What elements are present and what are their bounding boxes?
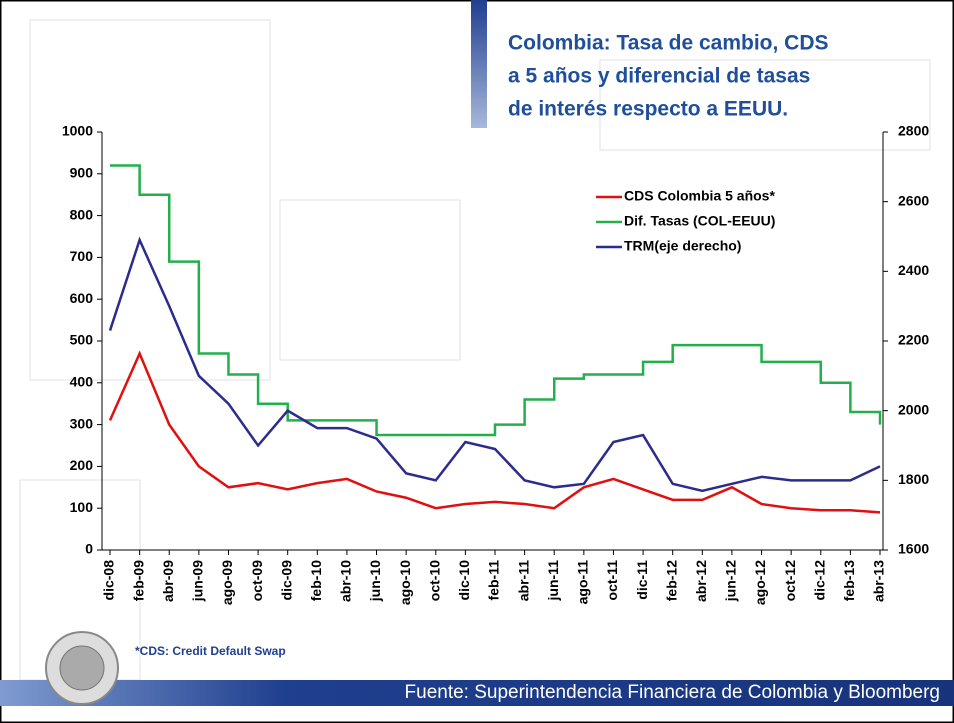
title-line: a 5 años y diferencial de tasas	[508, 65, 810, 88]
y-tick-label: 0	[85, 541, 93, 557]
y2-tick-label: 2600	[898, 192, 929, 208]
y-tick-label: 100	[70, 499, 94, 515]
x-tick-label: feb-09	[130, 560, 146, 601]
x-tick-label: jun-10	[367, 560, 383, 602]
logo-center	[59, 645, 105, 691]
x-tick-label: abr-09	[160, 560, 176, 602]
x-tick-label: abr-11	[515, 560, 531, 601]
x-tick-label: feb-12	[663, 560, 679, 601]
x-tick-label: oct-10	[426, 560, 442, 601]
x-tick-label: dic-09	[278, 560, 294, 601]
x-tick-label: feb-11	[486, 560, 502, 601]
y-tick-label: 600	[70, 290, 94, 306]
note: *CDS: Credit Default Swap	[135, 644, 286, 658]
x-tick-label: dic-10	[456, 560, 472, 601]
y2-tick-label: 1800	[898, 471, 929, 487]
x-tick-label: feb-13	[841, 560, 857, 601]
x-tick-label: feb-10	[308, 560, 324, 601]
x-tick-label: oct-09	[249, 560, 265, 601]
x-tick-label: ago-11	[575, 560, 591, 605]
title-line: Colombia: Tasa de cambio, CDS	[508, 32, 829, 55]
x-tick-label: jun-09	[190, 560, 206, 602]
x-tick-label: jun-12	[723, 560, 739, 602]
series-line	[110, 164, 882, 437]
x-tick-label: abr-12	[693, 560, 709, 602]
y-tick-label: 1000	[62, 123, 93, 139]
x-tick-label: ago-10	[397, 560, 413, 605]
title-line: de interés respecto a EEUU.	[508, 98, 788, 121]
x-tick-label: abr-13	[871, 560, 887, 602]
y-tick-label: 900	[70, 165, 94, 181]
x-tick-label: abr-10	[338, 560, 354, 602]
x-tick-label: dic-08	[101, 560, 117, 601]
x-tick-label: dic-11	[634, 560, 650, 600]
x-tick-label: ago-09	[219, 560, 235, 605]
x-tick-label: oct-11	[604, 560, 620, 601]
title-bar	[471, 0, 487, 128]
y-tick-label: 800	[70, 206, 94, 222]
y-tick-label: 300	[70, 415, 94, 431]
x-tick-label: jun-11	[545, 560, 561, 602]
y2-tick-label: 2000	[898, 401, 929, 417]
y-tick-label: 400	[70, 374, 94, 390]
legend-label: CDS Colombia 5 años*	[624, 188, 775, 204]
x-tick-label: oct-12	[782, 560, 798, 601]
y-tick-label: 700	[70, 248, 94, 264]
title: Colombia: Tasa de cambio, CDS a 5 años y…	[508, 32, 829, 121]
source: Fuente: Superintendencia Financiera de C…	[405, 682, 940, 703]
x-tick-label: ago-12	[752, 560, 768, 605]
y-tick-label: 500	[70, 332, 94, 348]
legend-label: Dif. Tasas (COL-EEUU)	[624, 213, 775, 229]
legend-label: TRM(eje derecho)	[624, 238, 741, 254]
y2-tick-label: 1600	[898, 541, 929, 557]
x-tick-label: dic-12	[811, 560, 827, 601]
y2-tick-label: 2800	[898, 123, 929, 139]
y2-tick-label: 2400	[898, 262, 929, 278]
footer-bar	[0, 680, 954, 706]
y-tick-label: 200	[70, 457, 94, 473]
series-line	[108, 236, 881, 493]
y2-tick-label: 2200	[898, 332, 929, 348]
series-line	[108, 350, 881, 514]
